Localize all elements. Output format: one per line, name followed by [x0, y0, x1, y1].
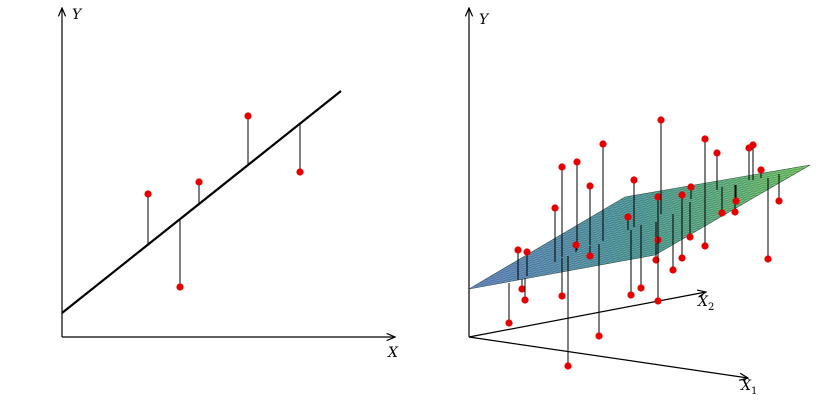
data-point: [687, 183, 695, 191]
mesh-line: [609, 173, 795, 207]
mesh-line: [614, 170, 800, 204]
data-point: [718, 209, 726, 217]
data-point: [558, 163, 566, 171]
regression-plane: [468, 164, 811, 290]
data-point: [176, 283, 184, 291]
x1-label: X: [740, 378, 752, 394]
data-point: [678, 191, 686, 199]
data-point: [775, 197, 783, 205]
data-point: [713, 149, 721, 157]
data-point: [144, 190, 152, 198]
data-point: [654, 193, 662, 201]
data-point: [518, 285, 526, 293]
data-point: [630, 176, 638, 184]
data-point: [523, 248, 531, 256]
data-point: [749, 141, 757, 149]
data-point: [572, 241, 580, 249]
data-point: [624, 213, 632, 221]
mesh-line: [598, 179, 785, 213]
data-point: [637, 284, 645, 292]
data-point: [732, 197, 740, 205]
mesh-line: [619, 167, 805, 201]
data-point: [195, 178, 203, 186]
data-point: [573, 158, 581, 166]
data-point: [701, 135, 709, 143]
data-point: [657, 116, 665, 124]
data-point: [551, 204, 559, 212]
data-point: [564, 362, 572, 370]
data-point: [521, 296, 529, 304]
data-point: [296, 168, 304, 176]
multiple-regression-panel: Y X1 X2: [468, 8, 811, 397]
data-point: [678, 254, 686, 262]
data-point: [558, 292, 566, 300]
mesh-line: [604, 176, 790, 210]
data-point: [595, 332, 603, 340]
mesh-line: [648, 165, 804, 257]
data-point: [505, 319, 513, 327]
mesh-line: [636, 168, 792, 259]
x2-axis: [468, 292, 706, 338]
x2-subscript: 2: [708, 302, 714, 313]
data-point: [652, 256, 660, 264]
simple-regression-panel: Y X: [62, 7, 399, 361]
data-point: [669, 266, 677, 274]
x2-label: X: [697, 294, 709, 310]
data-point: [586, 252, 594, 260]
x1-axis-label: X1: [740, 378, 757, 397]
data-point: [514, 246, 522, 254]
x1-subscript: 1: [751, 386, 757, 397]
data-point: [686, 233, 694, 241]
data-point: [244, 112, 252, 120]
x1-axis: [468, 336, 748, 378]
data-point: [627, 291, 635, 299]
data-point: [764, 255, 772, 263]
data-point: [731, 208, 739, 216]
y-axis-label: Y: [479, 12, 490, 28]
data-point: [586, 182, 594, 190]
y-axis-label: Y: [72, 7, 83, 23]
data-point: [654, 297, 662, 305]
data-point: [599, 140, 607, 148]
regression-line: [61, 90, 342, 314]
x2-axis-label: X2: [697, 294, 714, 313]
x-axis-label: X: [387, 345, 399, 361]
data-point: [701, 242, 709, 250]
data-point: [757, 166, 765, 174]
data-points: [144, 112, 783, 370]
